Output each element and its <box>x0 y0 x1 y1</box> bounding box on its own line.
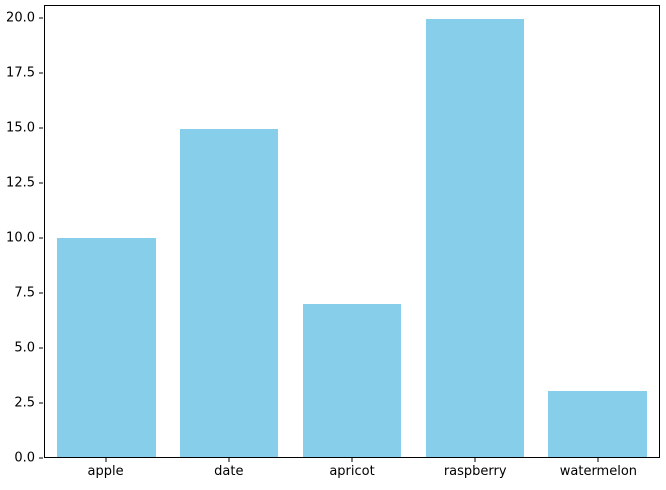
x-tick-mark <box>351 458 353 462</box>
bars-container <box>45 6 659 457</box>
y-tick-label: 5.0 <box>14 340 35 356</box>
y-tick-mark <box>39 347 43 349</box>
bar-slot-apple <box>45 6 168 457</box>
x-tick-mark <box>228 458 230 462</box>
y-tick-label: 15.0 <box>6 120 35 136</box>
y-tick-label: 17.5 <box>6 65 35 81</box>
bar-raspberry <box>425 19 524 457</box>
x-tick-mark <box>474 458 476 462</box>
bar-slot-date <box>168 6 291 457</box>
x-tick-label-watermelon: watermelon <box>559 464 638 479</box>
y-tick-mark <box>39 72 43 74</box>
x-axis: apple date apricot raspberry watermelon <box>44 458 660 488</box>
bar-apricot <box>302 303 402 457</box>
y-tick-label: 0.0 <box>14 450 35 466</box>
bar-slot-apricot <box>291 6 414 457</box>
y-axis: 0.0 2.5 5.0 7.5 10.0 12.5 15.0 17.5 20.0 <box>0 5 44 465</box>
bar-watermelon <box>548 391 647 457</box>
y-tick-mark <box>39 127 43 129</box>
bar-slot-watermelon <box>536 6 659 457</box>
x-tick-label-apple: apple <box>87 464 124 479</box>
bar-slot-raspberry <box>413 6 536 457</box>
y-tick-label: 2.5 <box>14 395 35 411</box>
y-tick-mark <box>39 237 43 239</box>
y-tick-label: 7.5 <box>14 285 35 301</box>
y-tick-mark <box>39 292 43 294</box>
plot-area <box>44 5 660 458</box>
x-tick-mark <box>105 458 107 462</box>
y-tick-mark <box>39 182 43 184</box>
x-tick-label-date: date <box>214 464 244 479</box>
y-tick-mark <box>39 402 43 404</box>
x-tick-mark <box>597 458 599 462</box>
y-tick-label: 10.0 <box>6 230 35 246</box>
y-tick-label: 20.0 <box>6 10 35 26</box>
y-tick-label: 12.5 <box>6 175 35 191</box>
bar-date <box>180 128 279 457</box>
y-tick-mark <box>39 17 43 19</box>
x-tick-label-raspberry: raspberry <box>443 464 507 479</box>
x-tick-label-apricot: apricot <box>329 464 375 479</box>
bar-apple <box>57 238 156 457</box>
y-tick-mark <box>39 457 43 459</box>
